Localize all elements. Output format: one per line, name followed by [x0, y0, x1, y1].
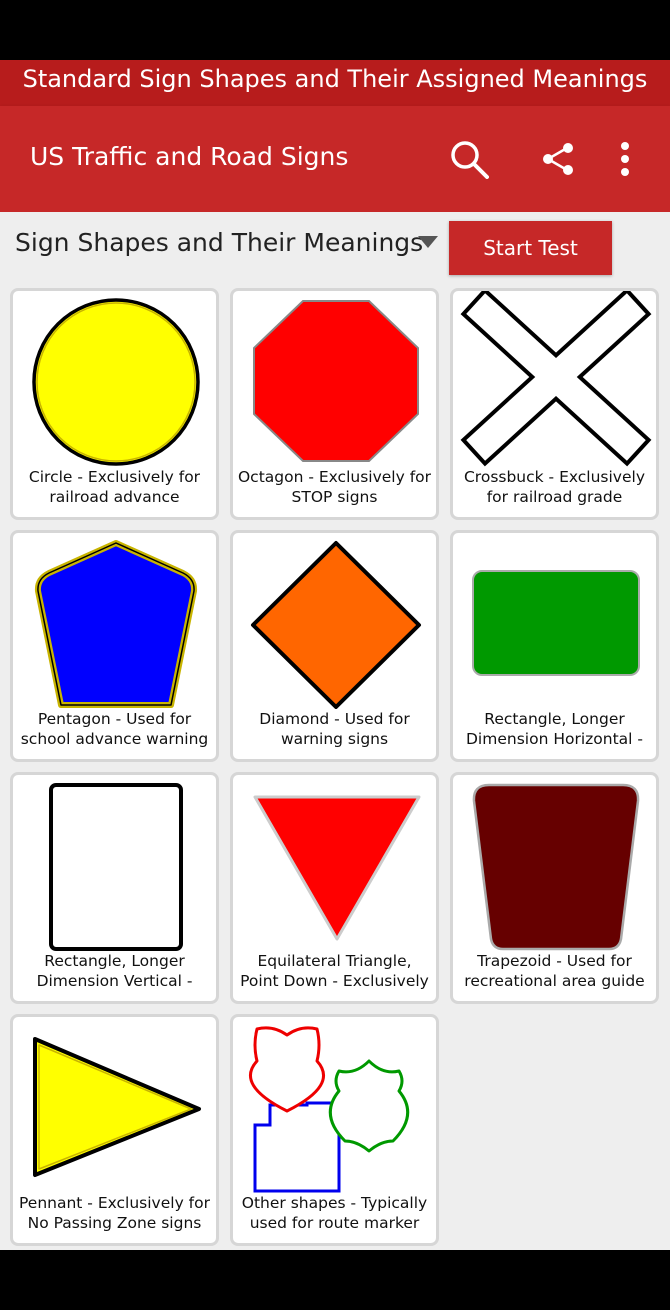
- app-bar: US Traffic and Road Signs: [0, 106, 670, 212]
- card-caption: Octagon - Exclusively for STOP signs: [237, 468, 432, 506]
- trapezoid-sign-icon: [472, 783, 640, 951]
- banner-text: Standard Sign Shapes and Their Assigned …: [22, 65, 648, 93]
- shape-card-trapezoid[interactable]: Trapezoid - Used for recreational area g…: [450, 772, 659, 1004]
- card-caption: Rectangle, Longer Dimension Horizontal -: [466, 710, 643, 748]
- shape-card-triangle[interactable]: Equilateral Triangle, Point Down - Exclu…: [230, 772, 439, 1004]
- card-caption: Crossbuck - Exclusively for railroad gra…: [463, 468, 645, 506]
- card-caption: Other shapes - Typically used for route …: [241, 1194, 428, 1232]
- crossbuck-sign-icon: [460, 291, 652, 467]
- shape-card-pentagon[interactable]: Pentagon - Used for school advance warni…: [10, 530, 219, 762]
- promo-banner: Standard Sign Shapes and Their Assigned …: [0, 60, 670, 106]
- shape-card-circle[interactable]: Circle - Exclusively for railroad advanc…: [10, 288, 219, 520]
- shape-card-horizontal-rectangle[interactable]: Rectangle, Longer Dimension Horizontal -: [450, 530, 659, 762]
- app-title: US Traffic and Road Signs: [30, 142, 349, 171]
- shape-card-pennant[interactable]: Pennant - Exclusively for No Passing Zon…: [10, 1014, 219, 1246]
- shape-card-crossbuck[interactable]: Crossbuck - Exclusively for railroad gra…: [450, 288, 659, 520]
- shape-card-diamond[interactable]: Diamond - Used for warning signs: [230, 530, 439, 762]
- content-area: Sign Shapes and Their Meanings Start Tes…: [0, 212, 670, 1250]
- card-caption: Pentagon - Used for school advance warni…: [20, 710, 209, 748]
- horizontal-rectangle-sign-icon: [472, 570, 640, 676]
- card-caption: Pennant - Exclusively for No Passing Zon…: [19, 1194, 210, 1232]
- navigation-bar: [0, 1250, 670, 1310]
- shape-card-octagon[interactable]: Octagon - Exclusively for STOP signs: [230, 288, 439, 520]
- pennant-sign-icon: [33, 1037, 201, 1177]
- more-vert-icon[interactable]: [602, 136, 648, 182]
- card-caption: Rectangle, Longer Dimension Vertical - U…: [36, 952, 193, 990]
- section-dropdown-label[interactable]: Sign Shapes and Their Meanings: [15, 228, 424, 257]
- start-test-button[interactable]: Start Test: [449, 221, 612, 275]
- status-bar: [0, 0, 670, 60]
- card-caption: Trapezoid - Used for recreational area g…: [464, 952, 645, 990]
- search-icon[interactable]: [446, 136, 492, 182]
- diamond-sign-icon: [251, 541, 421, 709]
- route-marker-shapes-icon: [249, 1026, 410, 1193]
- card-caption: Equilateral Triangle, Point Down - Exclu…: [240, 952, 429, 990]
- shape-card-other-shapes[interactable]: Other shapes - Typically used for route …: [230, 1014, 439, 1246]
- vertical-rectangle-sign-icon: [49, 783, 183, 951]
- octagon-sign-icon: [253, 300, 419, 462]
- card-caption: Diamond - Used for warning signs: [259, 710, 410, 748]
- dropdown-arrow-icon[interactable]: [418, 236, 438, 248]
- shape-card-vertical-rectangle[interactable]: Rectangle, Longer Dimension Vertical - U…: [10, 772, 219, 1004]
- triangle-sign-icon: [253, 795, 421, 941]
- card-caption: Circle - Exclusively for railroad advanc…: [28, 468, 201, 506]
- pentagon-sign-icon: [34, 540, 198, 708]
- share-icon[interactable]: [535, 136, 581, 182]
- circle-sign-icon: [32, 298, 200, 466]
